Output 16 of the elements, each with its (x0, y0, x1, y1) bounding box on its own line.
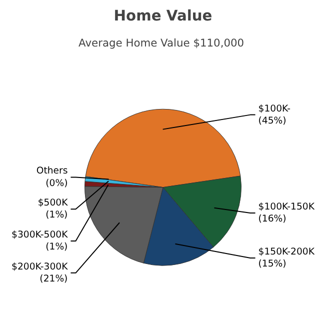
data-label: (45%) (258, 115, 286, 126)
slice-label: $100K-150K (258, 201, 316, 212)
slice-label: $300K-500K (12, 229, 69, 240)
data-label: (1%) (46, 242, 68, 253)
chart-subtitle: Average Home Value $110,000 (78, 36, 244, 50)
data-label: (1%) (46, 210, 68, 221)
data-label: (21%) (40, 273, 68, 284)
data-label: (16%) (258, 214, 286, 225)
chart-title: Home Value (114, 8, 212, 24)
data-label: (15%) (258, 258, 286, 270)
text: (0%) (46, 178, 68, 189)
category-label: Others (36, 166, 68, 177)
slice-label: $200K-300K (12, 261, 69, 272)
slice-label: $100K- (258, 103, 291, 114)
slice-label: $500K (38, 198, 69, 209)
slice-label: $150K-200K (258, 246, 316, 258)
